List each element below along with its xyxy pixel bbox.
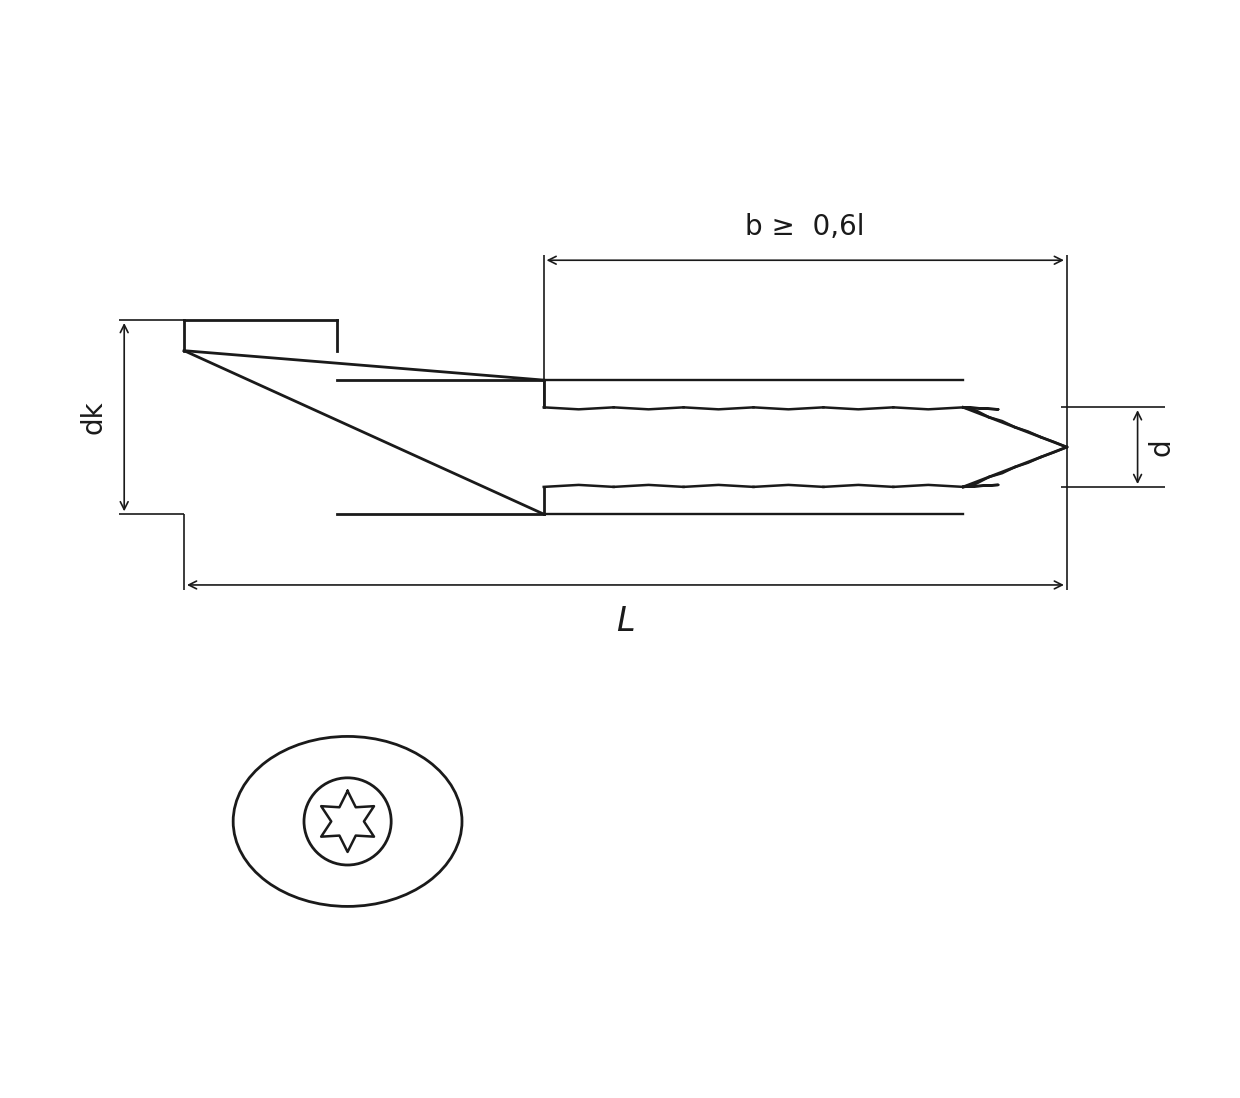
Text: L: L bbox=[616, 605, 635, 638]
Text: dk: dk bbox=[79, 401, 108, 434]
Text: d: d bbox=[1147, 438, 1176, 456]
Text: b ≥  0,6l: b ≥ 0,6l bbox=[745, 213, 866, 240]
